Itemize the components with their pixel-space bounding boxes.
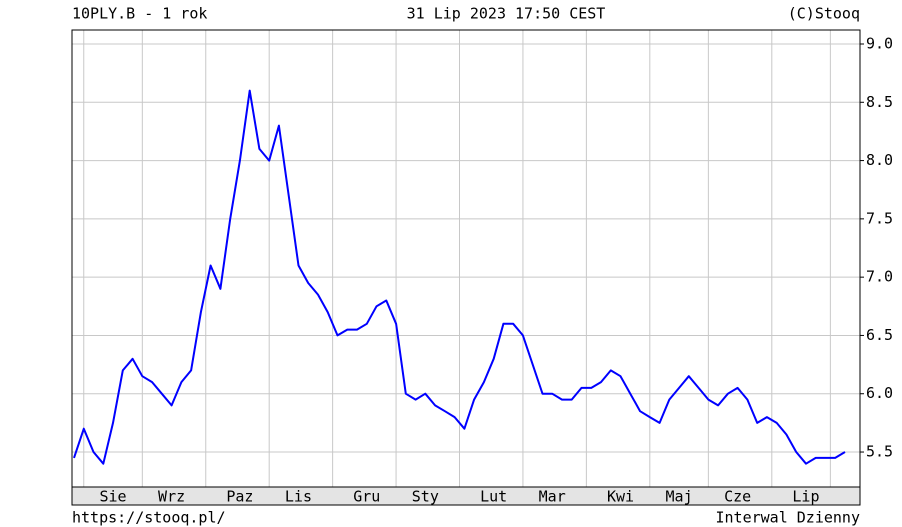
chart-title: 10PLY.B - 1 rok: [72, 5, 207, 23]
x-tick-label: Kwi: [607, 488, 634, 506]
x-tick-label: Wrz: [158, 488, 185, 506]
plot-frame: [71, 29, 861, 488]
x-tick-label: Sie: [99, 488, 126, 506]
y-tick-label: 6.5: [866, 326, 893, 344]
x-tick-label: Gru: [353, 488, 380, 506]
y-tick-label: 7.5: [866, 209, 893, 227]
footer-interval: Interwal Dzienny: [716, 509, 861, 527]
y-tick-label: 7.0: [866, 268, 893, 286]
x-tick-label: Lut: [480, 488, 507, 506]
y-tick-label: 8.5: [866, 93, 893, 111]
x-tick-label: Maj: [666, 488, 693, 506]
x-tick-label: Mar: [539, 488, 566, 506]
x-tick-label: Cze: [724, 488, 751, 506]
price-line: [73, 89, 846, 465]
y-tick-label: 8.0: [866, 151, 893, 169]
footer-url: https://stooq.pl/: [72, 509, 226, 527]
x-tick-label: Sty: [412, 488, 439, 506]
y-tick-label: 6.0: [866, 384, 893, 402]
x-tick-label: Paz: [226, 488, 253, 506]
chart-source: (C)Stooq: [788, 5, 860, 23]
chart-date: 31 Lip 2023 17:50 CEST: [407, 5, 606, 23]
x-tick-label: Lip: [792, 488, 819, 506]
x-tick-label: Lis: [285, 488, 312, 506]
y-tick-label: 9.0: [866, 34, 893, 52]
y-tick-label: 5.5: [866, 443, 893, 461]
